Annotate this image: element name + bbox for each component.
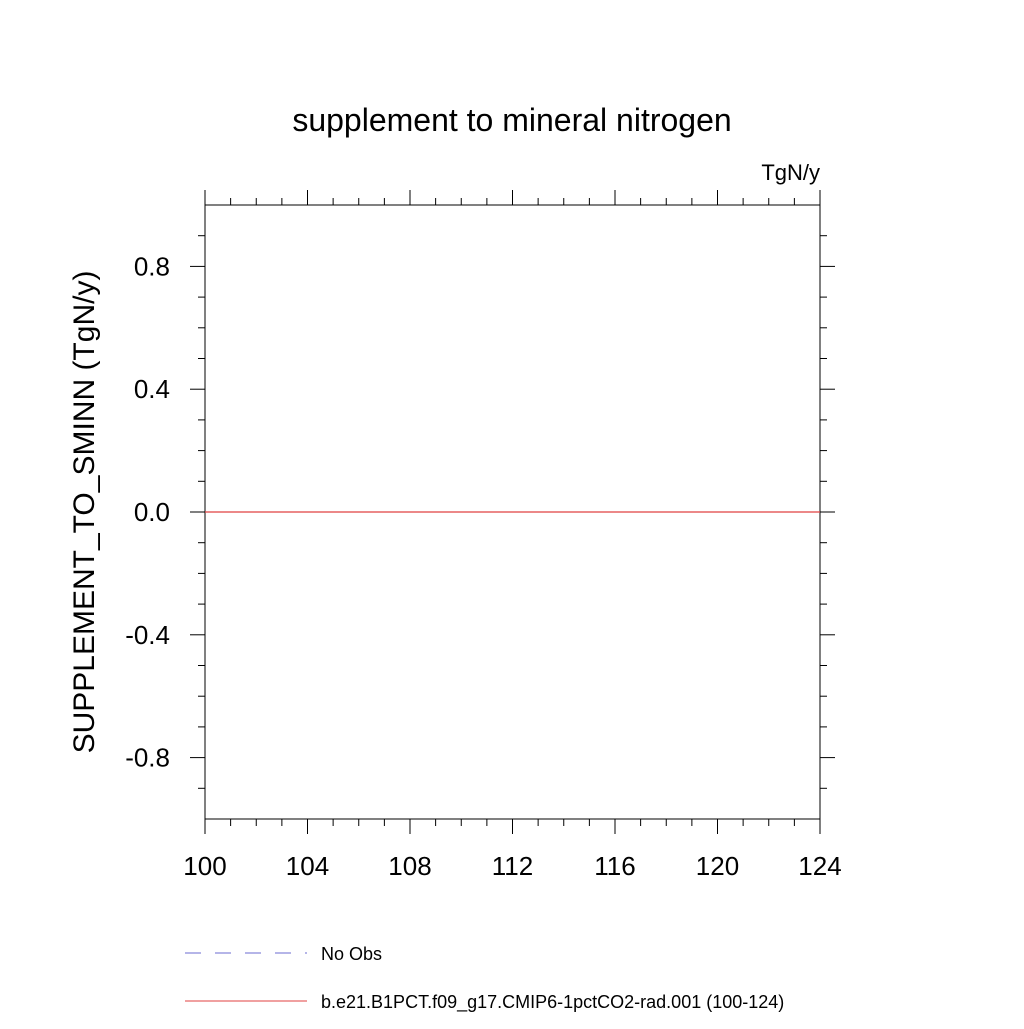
y-tick-label: 0.4: [134, 374, 170, 404]
y-tick-label: -0.8: [125, 743, 170, 773]
x-tick-label: 116: [594, 851, 635, 881]
y-tick-label: -0.4: [125, 620, 170, 650]
chart-title: supplement to mineral nitrogen: [292, 102, 731, 138]
legend-label: No Obs: [321, 944, 382, 964]
y-axis-label: SUPPLEMENT_TO_SMINN (TgN/y): [68, 271, 101, 754]
x-tick-label: 124: [798, 851, 841, 881]
units-label: TgN/y: [761, 160, 820, 185]
x-tick-label: 112: [492, 851, 533, 881]
x-tick-label: 100: [183, 851, 226, 881]
y-tick-label: 0.0: [134, 497, 170, 527]
x-tick-label: 104: [286, 851, 329, 881]
y-tick-label: 0.8: [134, 251, 170, 281]
legend: No Obs b.e21.B1PCT.f09_g17.CMIP6-1pctCO2-…: [185, 944, 784, 1013]
x-tick-label: 108: [388, 851, 431, 881]
x-tick-label: 120: [696, 851, 739, 881]
plot-area: 100 104 108 112 116 120 124 -0.8 -0.4 0.0 0.4 0.8: [125, 190, 842, 881]
legend-label: b.e21.B1PCT.f09_g17.CMIP6-1pctCO2-rad.00…: [321, 992, 784, 1013]
